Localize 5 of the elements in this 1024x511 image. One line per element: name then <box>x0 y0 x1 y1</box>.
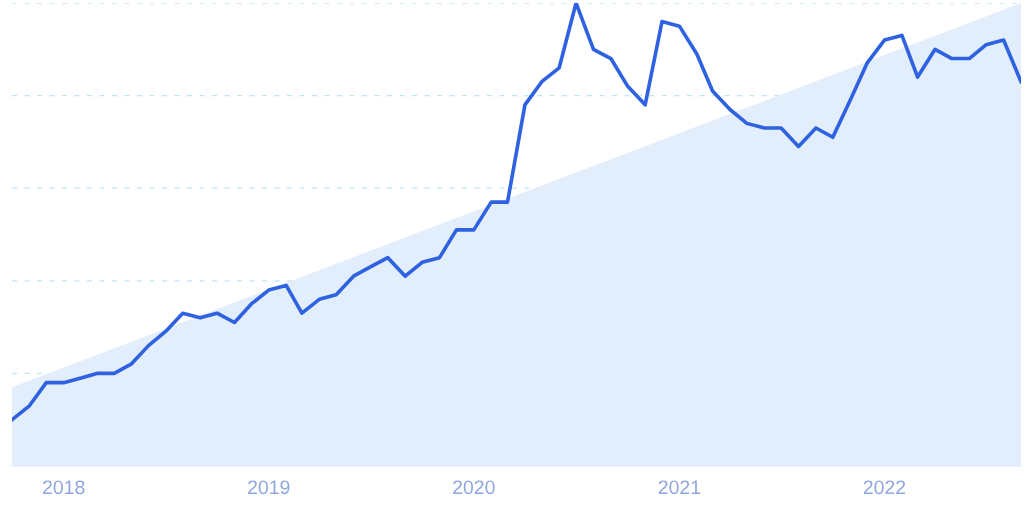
x-tick-label: 2018 <box>43 480 85 495</box>
x-tick-label: 2021 <box>658 480 701 495</box>
x-tick-label: 2022 <box>863 480 906 495</box>
x-tick-label: 2020 <box>453 480 495 495</box>
x-tick-label: 2019 <box>248 480 290 495</box>
